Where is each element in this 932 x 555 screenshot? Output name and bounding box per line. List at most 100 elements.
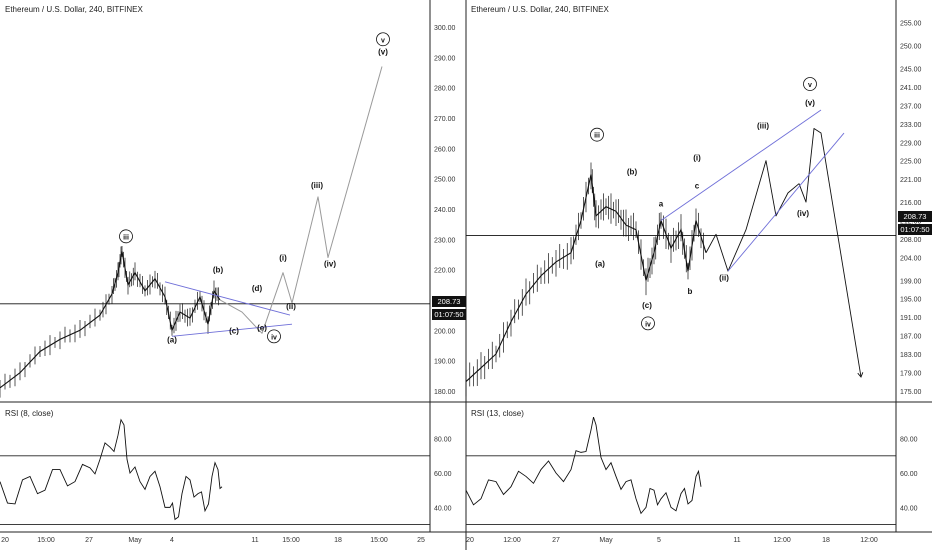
left-wave-circle [267, 329, 281, 344]
left-wave-circle [376, 32, 390, 47]
left-x-tick-label: 18 [334, 537, 342, 544]
left-wave-label: (a) [167, 335, 177, 344]
left-y-tick-label: 180.00 [434, 389, 456, 396]
right-rsi-title: RSI (13, close) [471, 409, 524, 418]
right-x-tick-label: 5 [657, 537, 661, 544]
right-y-tick-label: 183.00 [900, 352, 922, 359]
left-y-tick-label: 190.00 [434, 359, 456, 366]
right-trendline [727, 132, 845, 272]
right-y-tick-label: 221.00 [900, 177, 922, 184]
left-wave-label: iii [123, 234, 129, 241]
left-wave-label: (iii) [311, 181, 323, 190]
left-x-tick-label: May [128, 537, 142, 544]
right-wave-label: (ii) [719, 273, 729, 282]
left-x-tick-label: 11 [251, 537, 258, 544]
right-wave-circle [803, 77, 817, 91]
right-rsi-tick-label: 80.00 [900, 437, 918, 444]
right-wave-label: (iv) [797, 209, 809, 218]
right-x-tick-label: 11 [733, 537, 740, 544]
right-projection-path [705, 128, 862, 378]
right-wave-label: iii [594, 133, 600, 140]
left-trendline [164, 281, 291, 316]
left-x-tick-label: 4 [170, 537, 174, 544]
right-y-tick-label: 250.00 [900, 44, 922, 51]
right-y-tick-label: 225.00 [900, 159, 922, 166]
left-wave-label: (i) [279, 254, 287, 263]
left-y-tick-label: 290.00 [434, 55, 456, 62]
right-x-tick-label: May [599, 537, 613, 544]
right-y-tick-label: 204.00 [900, 255, 922, 262]
left-wave-label: (d) [252, 284, 263, 293]
right-wave-label: v [808, 82, 812, 89]
right-y-tick-label: 187.00 [900, 334, 922, 341]
left-rsi-title: RSI (8, close) [5, 409, 54, 418]
right-wave-label: iv [645, 321, 651, 328]
right-wave-label: (v) [805, 98, 815, 107]
left-x-tick-label: 27 [85, 537, 93, 544]
right-y-tick-label: 241.00 [900, 85, 922, 92]
left-y-tick-label: 240.00 [434, 207, 456, 214]
right-y-tick-label: 229.00 [900, 140, 922, 147]
right-wave-circle [590, 127, 604, 142]
left-y-tick-label: 230.00 [434, 237, 456, 244]
left-y-tick-label: 270.00 [434, 116, 456, 123]
right-y-tick-label: 216.00 [900, 200, 922, 207]
right-x-tick-label: 20 [466, 537, 474, 544]
right-wave-circle [641, 316, 655, 331]
left-last-price-tag: 208.73 [432, 296, 466, 307]
right-wave-label: b [688, 287, 693, 296]
right-x-tick-label: 27 [552, 537, 560, 544]
left-x-tick-label: 20 [1, 537, 9, 544]
left-projection-path [219, 66, 383, 334]
left-chart-title: Ethereum / U.S. Dollar, 240, BITFINEX [5, 5, 143, 14]
right-y-tick-label: 233.00 [900, 122, 922, 129]
left-wave-label: (e) [257, 323, 267, 332]
left-y-tick-label: 200.00 [434, 328, 456, 335]
right-y-tick-label: 212.00 [900, 219, 922, 226]
left-wave-label: (b) [213, 266, 224, 275]
left-rsi-tick-label: 80.00 [434, 437, 452, 444]
right-y-tick-label: 191.00 [900, 315, 922, 322]
left-countdown-tag: 01:07:50 [432, 309, 466, 320]
right-wave-label: (c) [642, 301, 652, 310]
left-wave-label: (v) [378, 47, 388, 56]
right-wave-label: (a) [595, 260, 605, 269]
left-wave-circle [119, 229, 133, 244]
right-x-tick-label: 12:00 [860, 537, 878, 544]
right-y-tick-label: 208.00 [900, 237, 922, 244]
left-x-tick-label: 25 [417, 537, 425, 544]
right-x-tick-label: 12:00 [503, 537, 521, 544]
left-y-tick-label: 250.00 [434, 177, 456, 184]
right-y-tick-label: 255.00 [900, 21, 922, 28]
right-projection-arrowhead [857, 372, 864, 378]
right-y-tick-label: 199.00 [900, 278, 922, 285]
left-x-tick-label: 15:00 [282, 537, 300, 544]
right-y-tick-label: 175.00 [900, 389, 922, 396]
left-rsi-tick-label: 40.00 [434, 505, 452, 512]
right-y-tick-label: 237.00 [900, 103, 922, 110]
left-wave-label: (ii) [286, 302, 296, 311]
right-wave-label: (b) [627, 167, 638, 176]
right-last-price-tag: 208.73 [898, 211, 932, 222]
left-rsi-tick-label: 60.00 [434, 471, 452, 478]
left-trendline [171, 323, 293, 337]
left-y-tick-label: 300.00 [434, 25, 456, 32]
right-wave-label: (iii) [757, 121, 769, 130]
left-y-tick-label: 280.00 [434, 86, 456, 93]
left-x-tick-label: 15:00 [370, 537, 388, 544]
right-rsi-tick-label: 60.00 [900, 471, 918, 478]
left-wave-label: iv [271, 334, 277, 341]
right-y-tick-label: 195.00 [900, 297, 922, 304]
right-trendline [660, 109, 822, 221]
right-wave-label: a [659, 200, 664, 209]
left-rsi-line [0, 418, 223, 521]
left-x-tick-label: 15:00 [37, 537, 55, 544]
right-chart-title: Ethereum / U.S. Dollar, 240, BITFINEX [471, 5, 609, 14]
right-rsi-tick-label: 40.00 [900, 505, 918, 512]
left-price-series [0, 251, 221, 389]
right-countdown-tag: 01:07:50 [898, 224, 932, 235]
left-wave-label: (iv) [324, 260, 336, 269]
left-wave-label: (c) [229, 326, 239, 335]
